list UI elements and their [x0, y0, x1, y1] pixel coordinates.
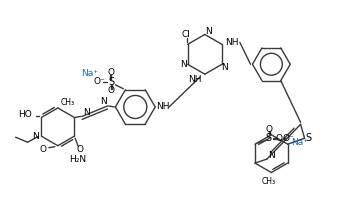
- Text: S: S: [306, 133, 312, 143]
- Text: N: N: [269, 151, 275, 160]
- Text: O: O: [108, 68, 115, 77]
- Text: H₂N: H₂N: [70, 155, 87, 164]
- Text: Na⁺: Na⁺: [291, 138, 308, 147]
- Text: Na⁺: Na⁺: [81, 69, 98, 78]
- Text: N: N: [100, 98, 107, 106]
- Text: NH: NH: [156, 102, 170, 112]
- Text: N: N: [83, 108, 90, 117]
- Text: O: O: [39, 145, 46, 154]
- Text: NH: NH: [188, 75, 202, 84]
- Text: CH₃: CH₃: [61, 99, 75, 107]
- Text: N: N: [205, 27, 212, 36]
- Text: O: O: [76, 145, 84, 154]
- Text: Cl: Cl: [181, 30, 190, 39]
- Text: O: O: [266, 125, 273, 134]
- Text: S: S: [266, 133, 272, 143]
- Text: O: O: [108, 86, 115, 95]
- Text: N: N: [180, 60, 187, 69]
- Text: NH: NH: [225, 38, 239, 47]
- Text: O: O: [275, 134, 282, 143]
- Text: HO: HO: [18, 110, 32, 119]
- Text: N: N: [222, 63, 228, 72]
- Text: S: S: [108, 77, 114, 87]
- Text: O⁻: O⁻: [283, 134, 295, 143]
- Text: O⁻: O⁻: [94, 77, 105, 86]
- Text: CH₃: CH₃: [261, 177, 275, 186]
- Text: N: N: [32, 132, 39, 141]
